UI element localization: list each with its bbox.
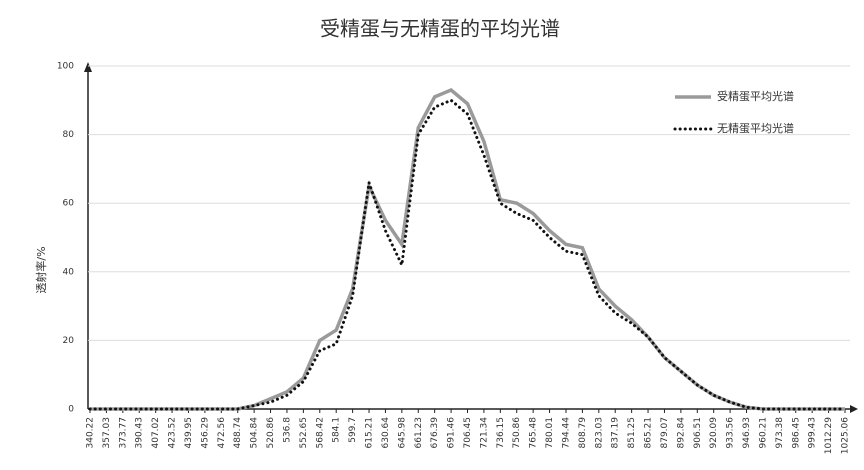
x-tick-label: 615.21 (365, 417, 375, 449)
x-tick-label: 946.93 (742, 417, 752, 449)
x-tick-label: 472.56 (217, 417, 227, 449)
x-tick-label: 645.98 (397, 417, 407, 449)
x-tick-label: 920.09 (709, 417, 719, 449)
x-tick-label: 599.7 (348, 417, 358, 443)
series-line (88, 98, 847, 411)
chart-title: 受精蛋与无精蛋的平均光谱 (320, 17, 560, 41)
y-tick-label: 20 (63, 336, 75, 346)
x-tick-label: 808.79 (578, 417, 588, 449)
x-tick-label: 736.15 (496, 417, 506, 449)
x-tick-label: 676.39 (430, 417, 440, 449)
y-axis-arrow (84, 62, 92, 72)
x-tick-label: 851.25 (627, 417, 637, 449)
x-tick-label: 933.56 (726, 417, 736, 449)
x-tick-label: 439.95 (184, 417, 194, 449)
x-axis-arrow (850, 405, 858, 413)
x-tick-label: 706.45 (463, 417, 473, 449)
x-tick-label: 1012.29 (824, 417, 834, 454)
y-tick-label: 0 (68, 405, 74, 415)
x-tick-label: 536.8 (282, 417, 292, 443)
y-tick-label: 100 (57, 62, 74, 72)
x-tick-label: 390.43 (135, 417, 145, 449)
x-tick-label: 823.03 (594, 417, 604, 449)
x-tick-label: 568.42 (315, 417, 325, 449)
legend-label: 无精蛋平均光谱 (717, 121, 794, 135)
x-tick-label: 504.84 (250, 417, 260, 449)
x-tick-label: 765.48 (529, 417, 539, 449)
y-tick-label: 40 (63, 267, 75, 277)
x-tick-label: 552.65 (299, 417, 309, 449)
x-tick-label: 357.03 (102, 417, 112, 449)
x-tick-label: 973.38 (775, 417, 785, 449)
x-tick-label: 750.86 (512, 417, 522, 449)
x-tick-label: 780.01 (545, 417, 555, 449)
x-tick-label: 661.23 (414, 417, 424, 449)
x-tick-label: 340.22 (86, 417, 96, 449)
x-tick-label: 407.02 (151, 417, 161, 449)
x-tick-label: 721.34 (479, 417, 489, 449)
x-tick-label: 960.21 (758, 417, 768, 449)
x-tick-label: 488.74 (233, 417, 243, 449)
x-tick-label: 691.46 (447, 417, 457, 449)
x-tick-label: 837.19 (611, 417, 621, 449)
x-tick-label: 1025.06 (841, 417, 851, 454)
x-tick-label: 986.45 (791, 417, 801, 449)
x-tick-label: 906.51 (693, 417, 703, 449)
x-tick-label: 520.86 (266, 417, 276, 449)
y-tick-label: 80 (63, 130, 75, 140)
x-tick-label: 630.64 (381, 417, 391, 449)
x-tick-label: 456.29 (200, 417, 210, 449)
x-tick-label: 584.1 (332, 417, 342, 443)
x-tick-label: 879.07 (660, 417, 670, 449)
legend-label: 受精蛋平均光谱 (717, 89, 794, 103)
x-tick-label: 892.84 (676, 417, 686, 449)
y-tick-label: 60 (63, 199, 75, 209)
x-tick-label: 423.52 (168, 417, 178, 449)
x-tick-label: 999.43 (808, 417, 818, 449)
x-tick-label: 794.44 (561, 417, 571, 449)
x-tick-label: 373.77 (118, 417, 128, 449)
x-tick-label: 865.21 (644, 417, 654, 449)
series-line (90, 87, 845, 411)
y-axis-label: 透射率/% (34, 246, 48, 293)
